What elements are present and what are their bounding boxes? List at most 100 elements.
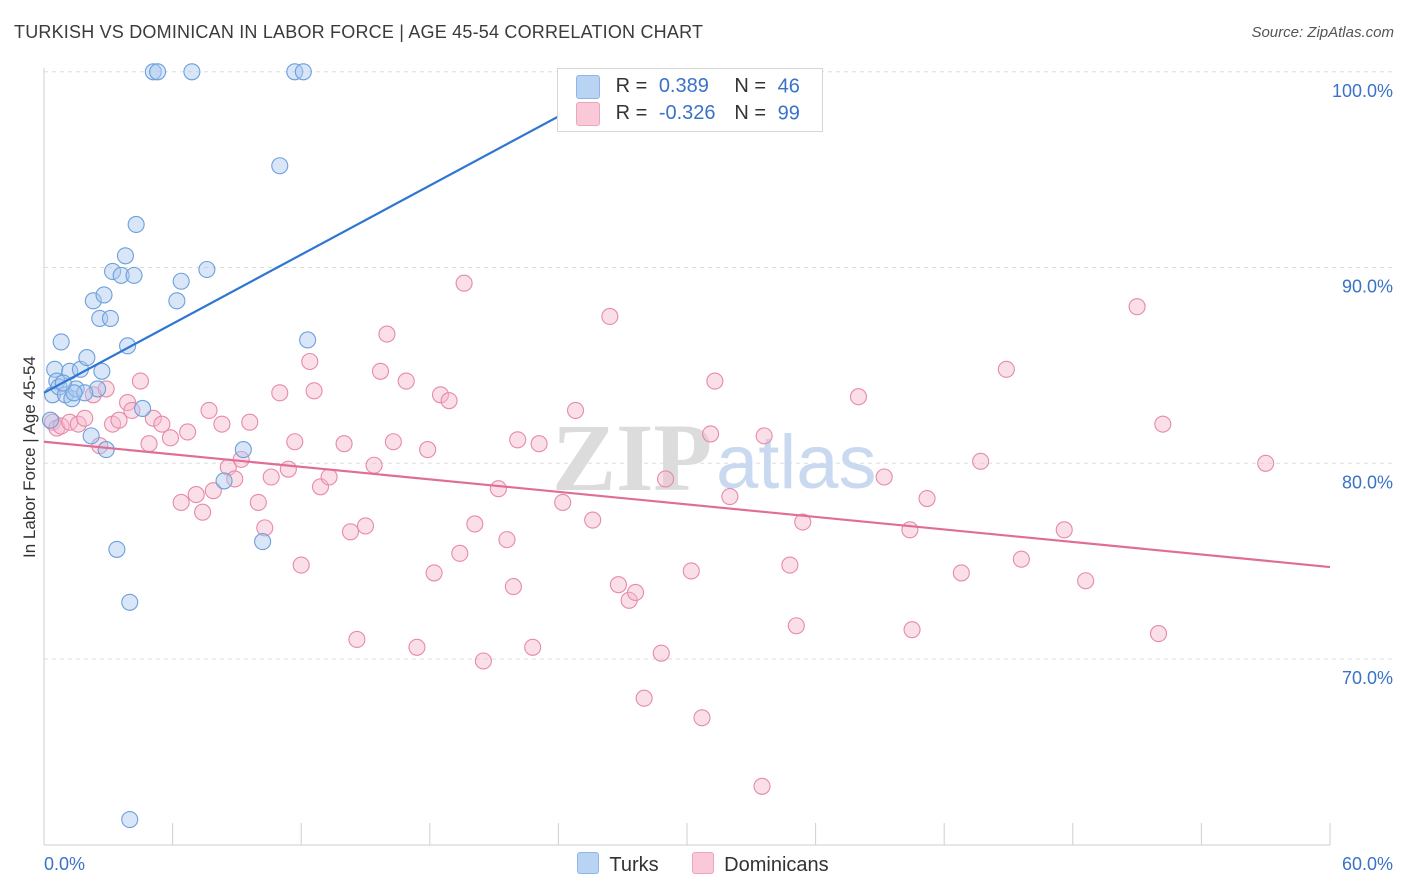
dominican-point — [286, 433, 304, 451]
turks-trend-line — [43, 78, 628, 394]
dominican-point — [972, 452, 990, 470]
dominican-point — [241, 413, 259, 431]
dominican-point — [200, 401, 218, 419]
dominican-point — [584, 511, 602, 529]
dominican-point — [455, 274, 473, 292]
turks-point — [101, 309, 119, 327]
y-tick-label: 80.0% — [1342, 472, 1393, 492]
dominican-point — [271, 384, 289, 402]
turks-point — [89, 380, 107, 398]
dominican-point — [755, 427, 773, 445]
turks-point — [134, 399, 152, 418]
dominican-point — [627, 583, 645, 602]
dominican-point — [875, 468, 893, 486]
turks-point — [234, 441, 252, 459]
dominican-point — [76, 409, 94, 427]
dominican-point — [918, 489, 936, 508]
dominicans-swatch — [576, 102, 600, 126]
dominican-point — [110, 411, 128, 429]
dominican-point — [1257, 454, 1275, 472]
dominican-point — [249, 493, 267, 511]
dominican-point — [144, 409, 162, 427]
dominican-point — [431, 386, 450, 404]
dominican-point — [997, 360, 1015, 378]
turks-point — [95, 286, 113, 304]
dominican-point — [172, 493, 190, 511]
dominican-point — [69, 415, 87, 433]
dominican-point — [305, 382, 323, 400]
dominicans-r-label: R = — [615, 102, 648, 125]
turks-point — [104, 262, 122, 281]
watermark-atlas: atlas — [716, 420, 877, 505]
dominican-point — [301, 352, 319, 371]
dominican-point — [498, 531, 516, 549]
dominican-point — [335, 435, 353, 453]
dominican-point — [781, 556, 799, 574]
turks-point — [215, 472, 233, 490]
dominican-point — [794, 513, 812, 531]
dominican-point — [509, 431, 527, 449]
grid-layer — [44, 71, 1394, 660]
dominican-point — [753, 777, 771, 795]
dominican-point — [187, 486, 205, 504]
dominican-point — [356, 517, 375, 535]
dominican-point — [952, 564, 970, 582]
dominicans-trend-line — [43, 440, 1331, 569]
dominican-point — [849, 388, 868, 406]
legend-row-dominicans: R = -0.326 N = 99 — [576, 102, 800, 128]
dominican-point — [530, 435, 548, 453]
turks-point — [108, 540, 126, 558]
y-tick-label: 100.0% — [1332, 81, 1393, 101]
dominican-point — [348, 630, 366, 649]
turks-n-label: N = — [734, 75, 767, 98]
dominican-point — [419, 441, 437, 459]
dominican-point — [682, 562, 700, 580]
dominican-point — [657, 470, 675, 488]
dominican-point — [504, 578, 522, 596]
dominicans-r-value: -0.326 — [658, 102, 716, 125]
dominican-point — [440, 392, 458, 410]
turks-point — [149, 63, 167, 81]
dominican-point — [721, 488, 739, 506]
dominican-point — [292, 556, 310, 574]
turks-point — [52, 333, 70, 351]
turks-point — [84, 292, 102, 310]
turks-point — [121, 593, 139, 611]
y-tick-label: 70.0% — [1342, 668, 1393, 688]
turks-point — [97, 441, 115, 459]
turks-r-value: 0.389 — [658, 75, 709, 98]
turks-point — [286, 63, 304, 81]
legend-item-dominicans: Dominicans — [692, 852, 829, 877]
dominicans-n-value: 99 — [777, 102, 800, 125]
turks-point — [65, 384, 83, 402]
dominican-point — [425, 564, 443, 582]
dominican-point — [52, 417, 70, 435]
dominican-point — [693, 709, 711, 727]
dominican-point — [378, 325, 396, 343]
watermark: ZIP atlas — [552, 404, 877, 511]
dominican-point — [262, 468, 280, 486]
turks-point — [144, 63, 162, 81]
turks-swatch — [576, 75, 600, 99]
legend-row-turks: R = 0.389 N = 46 — [576, 75, 800, 101]
turks-point — [121, 811, 139, 829]
turks-point — [254, 533, 272, 551]
legend-item-turks: Turks — [577, 852, 659, 877]
dominican-point — [408, 638, 426, 656]
dominican-point — [635, 689, 653, 707]
dominican-point — [1077, 572, 1095, 590]
trend-layer — [43, 78, 1331, 569]
points-layer — [41, 63, 1275, 829]
dominican-point — [1149, 625, 1168, 643]
watermark-zip: ZIP — [552, 404, 712, 511]
dominican-point — [903, 621, 921, 639]
dominican-point — [140, 435, 158, 453]
dominican-point — [524, 638, 542, 656]
turks-point — [125, 266, 143, 284]
turks-point — [78, 349, 96, 367]
series-legend: Turks Dominicans — [0, 852, 1406, 877]
dominican-point — [489, 480, 507, 498]
y-axis-label: In Labor Force | Age 45-54 — [20, 356, 39, 558]
turks-point — [82, 427, 100, 445]
dominican-point — [609, 576, 627, 594]
